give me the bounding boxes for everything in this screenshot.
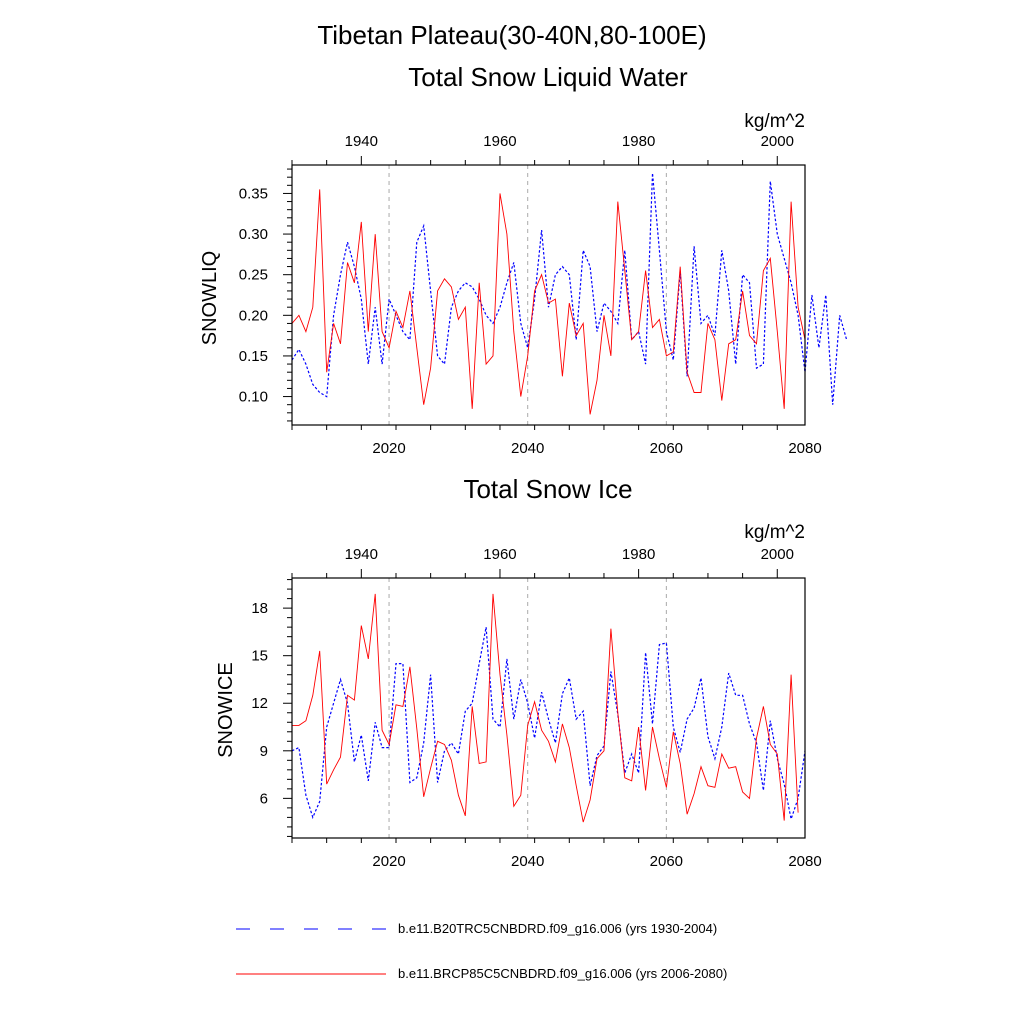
snowice-y-tick-label-18: 18 xyxy=(251,600,268,617)
snowliq-top-tick-label-1960: 1960 xyxy=(483,133,516,150)
snowliq-y-tick-label-0.30: 0.30 xyxy=(239,226,268,243)
snowliq-top-tick-label-2000: 2000 xyxy=(761,133,794,150)
snowliq-chart-title: Total Snow Liquid Water xyxy=(408,62,688,92)
legend-historical-label: b.e11.B20TRC5CNBDRD.f09_g16.006 (yrs 193… xyxy=(398,921,717,936)
snowliq-panel: Total Snow Liquid Water kg/m^2 SNOWLIQ 2… xyxy=(199,62,848,457)
snowice-panel: Total Snow Ice kg/m^2 SNOWICE 2020 2040 20… xyxy=(215,474,822,870)
snowice-y-axis-title: SNOWICE xyxy=(215,662,237,758)
snowice-top-tick-label-1980: 1980 xyxy=(622,546,655,563)
snowliq-y-tick-label-0.10: 0.10 xyxy=(239,389,268,406)
snowliq-y-tick-label-0.20: 0.20 xyxy=(239,307,268,324)
snowice-y-tick-label-9: 9 xyxy=(260,743,268,760)
snowice-bottom-tick-label-2040: 2040 xyxy=(511,853,544,870)
snowliq-units-label: kg/m^2 xyxy=(744,111,805,132)
legend-future-label: b.e11.BRCP85C5CNBDRD.f09_g16.006 (yrs 20… xyxy=(398,966,727,981)
snowliq-plot-frame xyxy=(291,164,806,426)
snowliq-bottom-tick-label-2020: 2020 xyxy=(372,440,405,457)
snowice-plot-area: 2020 2040 2060 2080 1940 1960 1980 2000 6 9 12 15 18 xyxy=(251,546,821,870)
snowliq-bottom-tick-label-2040: 2040 xyxy=(511,440,544,457)
snowice-historical-series-line xyxy=(291,626,806,822)
snowliq-y-tick-label-0.15: 0.15 xyxy=(239,348,268,365)
snowice-bottom-tick-label-2060: 2060 xyxy=(650,853,683,870)
snowliq-plot-area: 2020 2040 2060 2080 1940 1960 1980 2000 0.10 0.15… xyxy=(239,133,848,457)
snowliq-bottom-tick-label-2080: 2080 xyxy=(788,440,821,457)
snowliq-y-axis-title: SNOWLIQ xyxy=(199,251,221,345)
snowliq-historical-series-line xyxy=(291,173,848,405)
snowliq-top-tick-label-1980: 1980 xyxy=(622,133,655,150)
snowice-chart-title: Total Snow Ice xyxy=(463,474,632,504)
snowliq-y-tick-label-0.35: 0.35 xyxy=(239,185,268,202)
snowice-top-tick-label-2000: 2000 xyxy=(761,546,794,563)
snowice-bottom-tick-label-2020: 2020 xyxy=(372,853,405,870)
snowice-y-tick-label-6: 6 xyxy=(260,790,268,807)
snowliq-top-tick-label-1940: 1940 xyxy=(345,133,378,150)
snowice-units-label: kg/m^2 xyxy=(744,522,805,543)
snowice-top-tick-label-1940: 1940 xyxy=(345,546,378,563)
main-title: Tibetan Plateau(30-40N,80-100E) xyxy=(317,20,706,50)
snowice-bottom-tick-label-2080: 2080 xyxy=(788,853,821,870)
snowliq-bottom-tick-label-2060: 2060 xyxy=(650,440,683,457)
snowice-top-tick-label-1960: 1960 xyxy=(483,546,516,563)
snowliq-future-series-line xyxy=(291,189,806,415)
legend: b.e11.B20TRC5CNBDRD.f09_g16.006 (yrs 193… xyxy=(236,921,727,981)
snowice-plot-frame xyxy=(291,577,806,839)
snowice-y-tick-label-12: 12 xyxy=(251,695,268,712)
snowice-future-series-line xyxy=(292,593,799,823)
snowliq-y-tick-label-0.25: 0.25 xyxy=(239,267,268,284)
snowice-y-tick-label-15: 15 xyxy=(251,648,268,665)
